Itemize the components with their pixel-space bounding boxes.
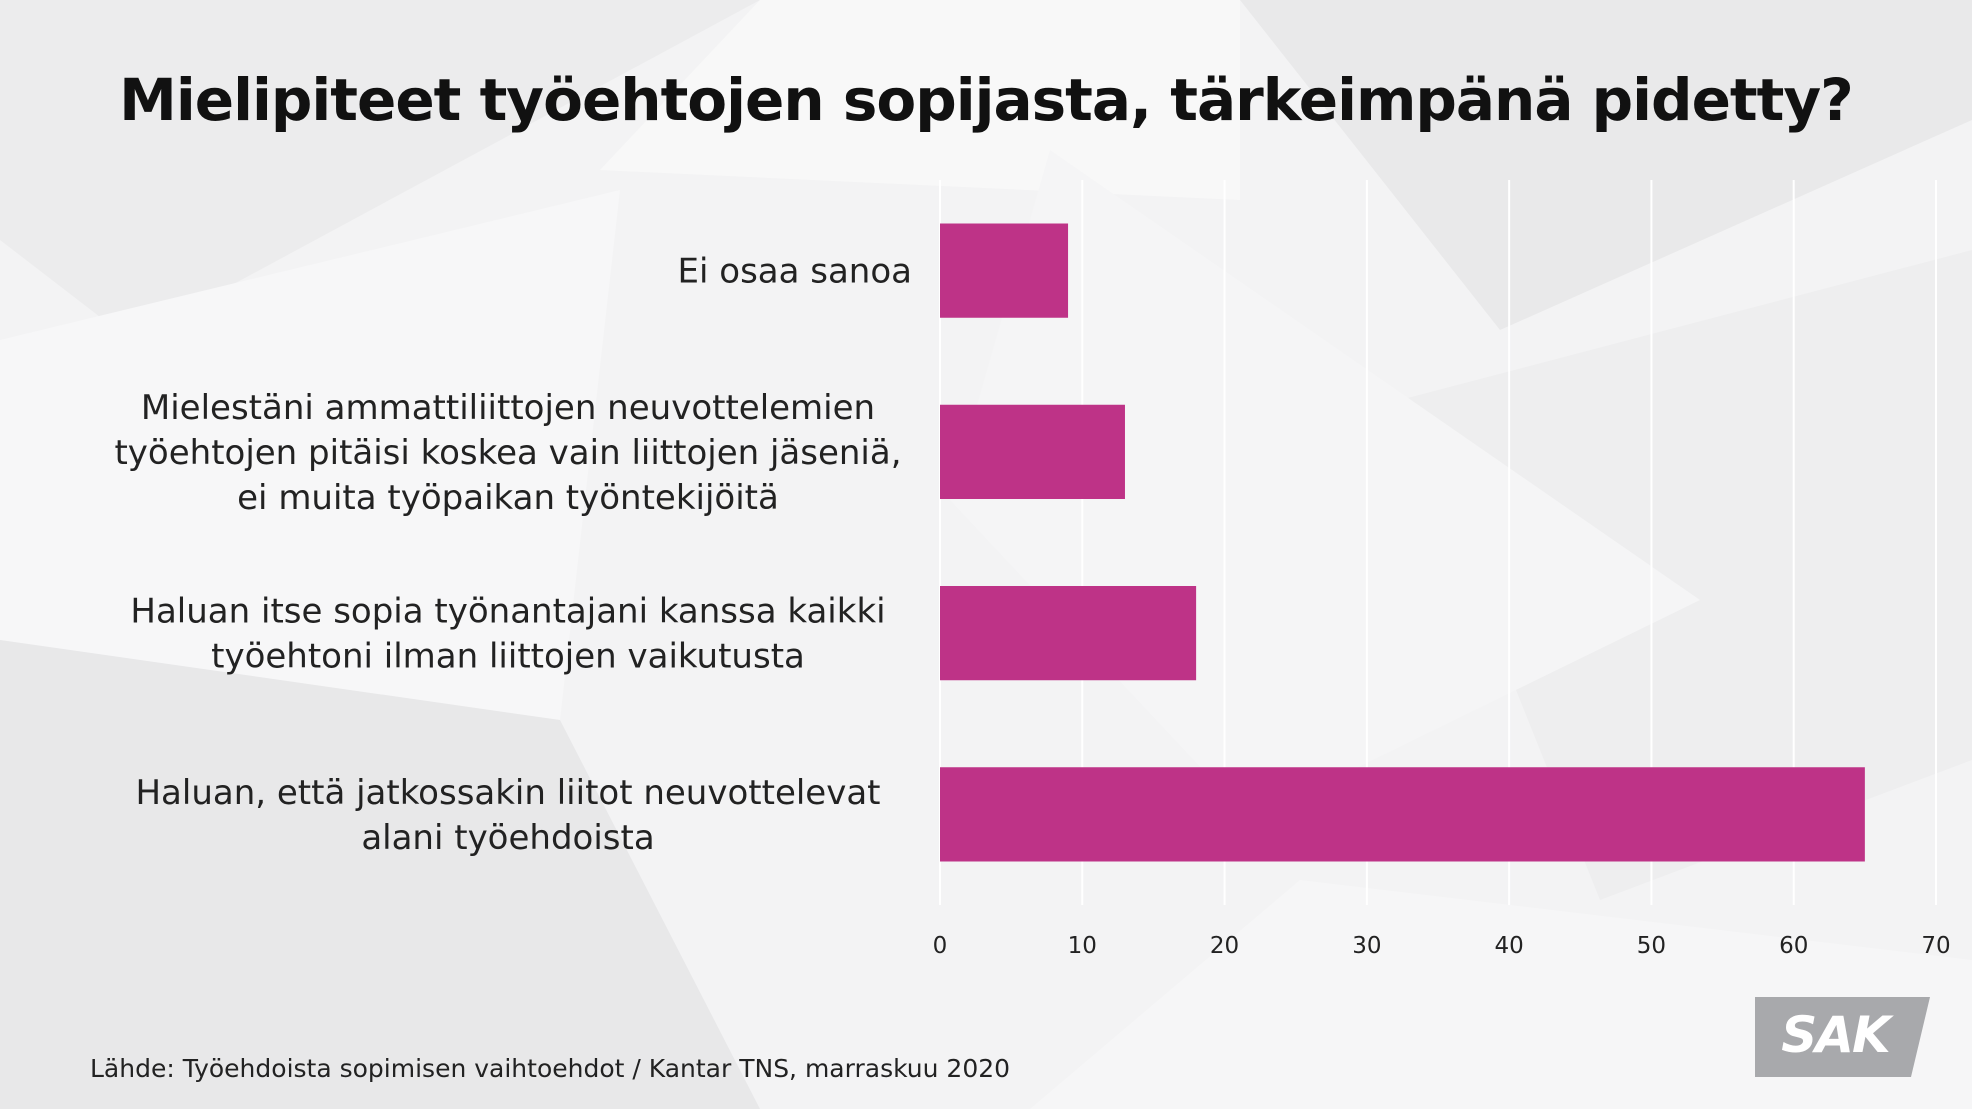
- sak-logo: [1755, 997, 1930, 1077]
- tick-label-30: 30: [1352, 933, 1381, 959]
- tick-label-0: 0: [933, 933, 948, 959]
- tick-label-70: 70: [1921, 933, 1950, 959]
- category-label-line: työehtoni ilman liittojen vaikutusta: [211, 637, 805, 677]
- category-label-0: Ei osaa sanoa: [678, 252, 912, 292]
- category-label-line: ei muita työpaikan työntekijöitä: [237, 478, 779, 518]
- category-label-1: Mielestäni ammattiliittojen neuvottelemi…: [114, 388, 901, 518]
- category-label-3: Haluan, että jatkossakin liitot neuvotte…: [135, 773, 880, 858]
- category-label-line: Haluan itse sopia työnantajani kanssa ka…: [130, 592, 885, 632]
- category-label-line: Haluan, että jatkossakin liitot neuvotte…: [135, 773, 880, 813]
- chart-title: Mielipiteet työehtojen sopijasta, tärkei…: [119, 66, 1854, 134]
- x-axis-ticks: 0 10 20 30 40 50 60 70: [933, 933, 1951, 959]
- sak-logo-text: SAK: [1781, 1006, 1890, 1064]
- bar-3: [940, 767, 1865, 862]
- tick-label-60: 60: [1779, 933, 1808, 959]
- source-note: Lähde: Työehdoista sopimisen vaihtoehdot…: [90, 1054, 1011, 1083]
- category-labels: Ei osaa sanoa Mielestäni ammattiliittojen…: [114, 252, 912, 858]
- tick-label-10: 10: [1068, 933, 1097, 959]
- tick-label-50: 50: [1637, 933, 1666, 959]
- category-label-line: Mielestäni ammattiliittojen neuvottelemi…: [141, 388, 875, 428]
- tick-label-20: 20: [1210, 933, 1239, 959]
- category-label-line: Ei osaa sanoa: [678, 252, 912, 292]
- bars: [940, 223, 1865, 862]
- category-label-2: Haluan itse sopia työnantajani kanssa ka…: [130, 592, 885, 677]
- category-label-line: alani työehdoista: [361, 818, 654, 858]
- bar-0: [940, 223, 1069, 318]
- bar-2: [940, 586, 1197, 681]
- category-label-line: työehtojen pitäisi koskea vain liittojen…: [114, 433, 901, 473]
- bar-1: [940, 404, 1125, 499]
- tick-label-40: 40: [1495, 933, 1524, 959]
